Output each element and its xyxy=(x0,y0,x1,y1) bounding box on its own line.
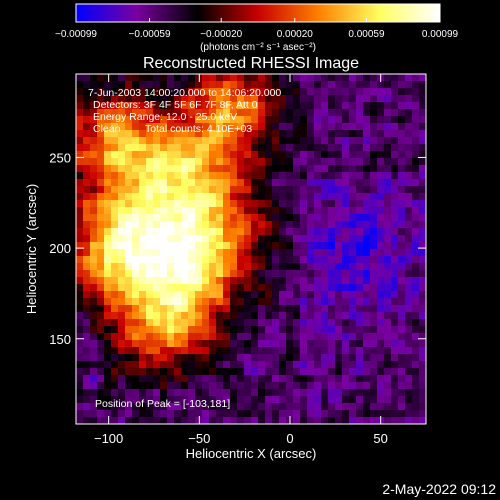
colorbar-tick-label: −0.00099 xyxy=(55,29,97,40)
y-tick-label: 200 xyxy=(49,241,71,256)
peak-annotation: Position of Peak = [-103,181] xyxy=(95,398,230,410)
x-tick-label: −50 xyxy=(188,431,210,446)
colorbar-tick-label: 0.00059 xyxy=(348,29,385,40)
colorbar-tick-label: 0.00099 xyxy=(422,29,459,40)
plot-frame xyxy=(75,73,427,425)
colorbar xyxy=(75,3,441,23)
colorbar-tick-label: −0.00020 xyxy=(200,29,242,40)
y-tick-label: 250 xyxy=(49,150,71,165)
colorbar-tick-label: −0.00059 xyxy=(129,29,171,40)
y-axis-label: Heliocentric Y (arcsec) xyxy=(24,184,39,314)
colorbar-ticks: −0.00099 −0.00059 −0.00020 0.00020 0.00059 0.… xyxy=(55,18,459,40)
x-tick-label: 50 xyxy=(373,431,387,446)
colorbar-tick-label: 0.00020 xyxy=(277,29,314,40)
y-tick-label: 150 xyxy=(49,332,71,347)
heatmap-image xyxy=(76,74,426,424)
colorbar-units: (photons cm⁻² s⁻¹ asec⁻²) xyxy=(200,42,316,53)
footer-date: 2-May-2022 09:12 xyxy=(382,481,496,497)
x-tick-label: 0 xyxy=(286,431,293,446)
energy-annotation: Energy Range: 12.0 - 25.0 keV xyxy=(93,111,237,123)
clean-annotation: Clean xyxy=(93,123,121,135)
chart-title: Reconstructed RHESSI Image xyxy=(143,55,359,72)
x-tick-label: −100 xyxy=(94,431,123,446)
axis-ticks: −100 −50 0 50 150 200 250 xyxy=(49,74,426,446)
detectors-annotation: Detectors: 3F 4F 5F 6F 7F 8F, Att 0 xyxy=(93,99,258,111)
counts-annotation: Total counts: 4.10E+03 xyxy=(145,123,252,135)
time-range-annotation: 7-Jun-2003 14:00:20.000 to 14:06:20.000 xyxy=(88,87,281,99)
x-axis-label: Heliocentric X (arcsec) xyxy=(186,446,317,461)
